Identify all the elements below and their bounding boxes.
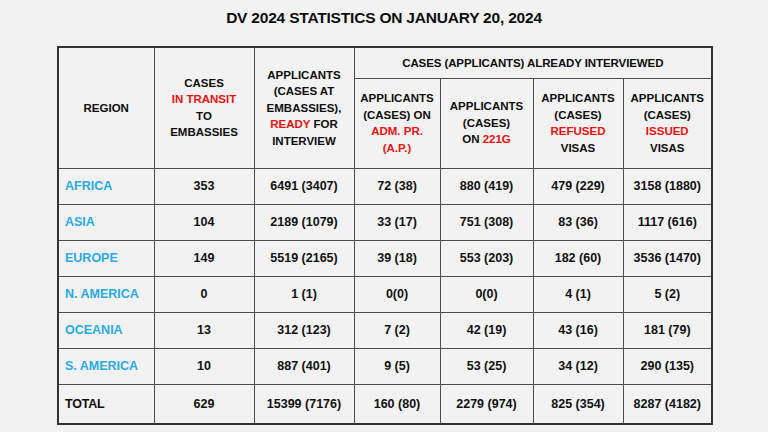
value-cell: 312 (123) [254,312,354,348]
value-cell: 825 (354) [533,384,623,424]
value-cell: 9 (5) [354,348,440,384]
table-row: OCEANIA13312 (123)7 (2)42 (19)43 (16)181… [58,312,712,348]
value-cell: 43 (16) [533,312,623,348]
value-cell: 34 (12) [533,348,623,384]
region-cell: EUROPE [58,240,154,276]
table-row: EUROPE1495519 (2165)39 (18)553 (203)182 … [58,240,712,276]
value-cell: 880 (419) [440,168,533,204]
value-cell: 72 (38) [354,168,440,204]
header-region-label: REGION [84,102,129,114]
value-cell: 3536 (1470) [623,240,712,276]
value-cell: 10 [154,348,254,384]
value-cell: 160 (80) [354,384,440,424]
value-cell: 887 (401) [254,348,354,384]
value-cell: 5519 (2165) [254,240,354,276]
header-applicants-ready: APPLICANTS(CASES ATEMBASSIES),READY FORI… [254,47,354,168]
header-refused-visas: APPLICANTS(CASES)REFUSEDVISAS [533,78,623,168]
value-cell: 7 (2) [354,312,440,348]
value-cell: 53 (25) [440,348,533,384]
value-cell: 0 [154,276,254,312]
region-cell: OCEANIA [58,312,154,348]
value-cell: 6491 (3407) [254,168,354,204]
table-row: AFRICA3536491 (3407)72 (38)880 (419)479 … [58,168,712,204]
value-cell: 0(0) [354,276,440,312]
value-cell: 2189 (1079) [254,204,354,240]
table-body: AFRICA3536491 (3407)72 (38)880 (419)479 … [58,168,712,424]
region-cell: S. AMERICA [58,348,154,384]
total-row: TOTAL62915399 (7176)160 (80)2279 (974)82… [58,384,712,424]
document-page: DV 2024 STATISTICS ON JANUARY 20, 2024 R… [0,0,768,432]
value-cell: 83 (36) [533,204,623,240]
value-cell: 290 (135) [623,348,712,384]
value-cell: 39 (18) [354,240,440,276]
value-cell: 15399 (7176) [254,384,354,424]
value-cell: 42 (19) [440,312,533,348]
value-cell: 2279 (974) [440,384,533,424]
header-group-already-interviewed: CASES (APPLICANTS) ALREADY INTERVIEWED [354,47,712,78]
value-cell: 353 [154,168,254,204]
table-row: S. AMERICA10887 (401)9 (5)53 (25)34 (12)… [58,348,712,384]
value-cell: 479 (229) [533,168,623,204]
dv-statistics-table: REGION CASESIN TRANSITTOEMBASSIES APPLIC… [57,46,713,425]
table-row: N. AMERICA01 (1)0(0)0(0)4 (1)5 (2) [58,276,712,312]
table-row: ASIA1042189 (1079)33 (17)751 (308)83 (36… [58,204,712,240]
value-cell: 751 (308) [440,204,533,240]
value-cell: 149 [154,240,254,276]
region-cell: TOTAL [58,384,154,424]
page-title: DV 2024 STATISTICS ON JANUARY 20, 2024 [0,9,768,27]
value-cell: 33 (17) [354,204,440,240]
value-cell: 553 (203) [440,240,533,276]
region-cell: ASIA [58,204,154,240]
value-cell: 13 [154,312,254,348]
table-header: REGION CASESIN TRANSITTOEMBASSIES APPLIC… [58,47,712,168]
value-cell: 104 [154,204,254,240]
value-cell: 4 (1) [533,276,623,312]
header-region: REGION [58,47,154,168]
value-cell: 3158 (1880) [623,168,712,204]
value-cell: 182 (60) [533,240,623,276]
header-row-group: REGION CASESIN TRANSITTOEMBASSIES APPLIC… [58,47,712,78]
region-cell: AFRICA [58,168,154,204]
value-cell: 1 (1) [254,276,354,312]
header-221g: APPLICANTS(CASES)ON 221G [440,78,533,168]
header-cases-in-transit: CASESIN TRANSITTOEMBASSIES [154,47,254,168]
value-cell: 8287 (4182) [623,384,712,424]
value-cell: 5 (2) [623,276,712,312]
value-cell: 1117 (616) [623,204,712,240]
value-cell: 0(0) [440,276,533,312]
region-cell: N. AMERICA [58,276,154,312]
header-adm-pr: APPLICANTS(CASES) ONADM. PR.(A.P.) [354,78,440,168]
header-issued-visas: APPLICANTS(CASES)ISSUEDVISAS [623,78,712,168]
value-cell: 181 (79) [623,312,712,348]
value-cell: 629 [154,384,254,424]
